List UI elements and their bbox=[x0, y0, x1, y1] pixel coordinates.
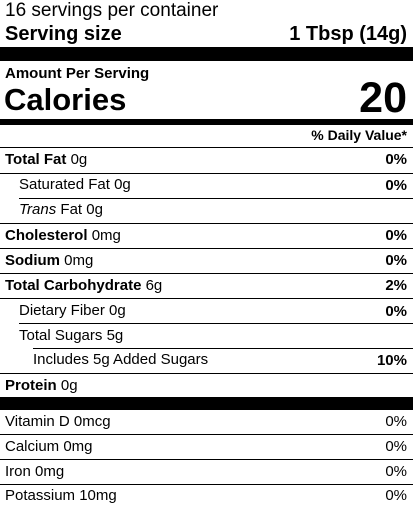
cholesterol-row: Cholesterol 0mg bbox=[5, 227, 121, 245]
calcium-label: Calcium 0mg bbox=[5, 438, 93, 455]
total-carbohydrate-label: Total Carbohydrate bbox=[5, 277, 142, 294]
added-sugars-dv: 10% bbox=[376, 352, 407, 369]
divider bbox=[0, 459, 413, 460]
vitamin-d-dv: 0% bbox=[385, 413, 407, 430]
divider bbox=[19, 198, 413, 199]
sodium-row: Sodium 0mg bbox=[5, 252, 93, 270]
vitamin-d-label: Vitamin D 0mcg bbox=[5, 413, 111, 430]
total-sugars-amount: 5g bbox=[106, 327, 124, 344]
serving-size-value: 1 Tbsp (14g) bbox=[289, 23, 407, 45]
cholesterol-label: Cholesterol bbox=[5, 227, 88, 244]
added-sugars-label: Includes 5g Added Sugars bbox=[33, 351, 209, 368]
divider bbox=[0, 298, 413, 299]
divider bbox=[0, 434, 413, 435]
dietary-fiber-row: Dietary Fiber 0g bbox=[19, 302, 126, 320]
divider bbox=[0, 273, 413, 274]
calories-label: Calories bbox=[4, 82, 127, 117]
divider bbox=[33, 348, 413, 349]
thick-divider bbox=[0, 397, 413, 410]
divider bbox=[0, 223, 413, 224]
trans-fat-row: Trans Fat 0g bbox=[19, 201, 103, 219]
sodium-label: Sodium bbox=[5, 252, 60, 269]
dietary-fiber-label: Dietary Fiber bbox=[19, 302, 105, 319]
trans-fat-italic-label: Trans bbox=[19, 201, 57, 218]
total-fat-dv: 0% bbox=[385, 151, 407, 168]
divider bbox=[0, 248, 413, 249]
cholesterol-dv: 0% bbox=[385, 227, 407, 244]
sodium-amount: 0mg bbox=[64, 252, 94, 269]
divider bbox=[0, 147, 413, 148]
saturated-fat-dv: 0% bbox=[385, 177, 407, 194]
trans-fat-amount: 0g bbox=[86, 201, 103, 218]
potassium-label: Potassium 10mg bbox=[5, 487, 117, 504]
daily-value-header: % Daily Value* bbox=[311, 127, 407, 143]
total-carbohydrate-dv: 2% bbox=[385, 277, 407, 294]
calcium-dv: 0% bbox=[385, 438, 407, 455]
protein-amount: 0g bbox=[60, 377, 78, 394]
divider bbox=[0, 173, 413, 174]
total-sugars-row: Total Sugars 5g bbox=[19, 327, 123, 345]
cholesterol-amount: 0mg bbox=[91, 227, 121, 244]
divider bbox=[19, 323, 413, 324]
iron-dv: 0% bbox=[385, 463, 407, 480]
medium-divider bbox=[0, 119, 413, 125]
saturated-fat-row: Saturated Fat 0g bbox=[19, 176, 131, 194]
serving-size-label: Serving size bbox=[5, 23, 122, 45]
total-fat-amount: 0g bbox=[70, 151, 88, 168]
divider bbox=[0, 373, 413, 374]
thick-divider bbox=[0, 47, 413, 61]
saturated-fat-amount: 0g bbox=[114, 176, 131, 193]
total-sugars-label: Total Sugars bbox=[19, 327, 103, 344]
servings-per-container: 16 servings per container bbox=[5, 0, 219, 21]
total-carbohydrate-row: Total Carbohydrate 6g bbox=[5, 277, 162, 295]
dietary-fiber-amount: 0g bbox=[109, 302, 126, 319]
total-fat-label: Total Fat bbox=[5, 151, 67, 168]
total-fat-row: Total Fat 0g bbox=[5, 151, 87, 169]
potassium-dv: 0% bbox=[385, 487, 407, 504]
calories-value: 20 bbox=[359, 74, 407, 122]
protein-row: Protein 0g bbox=[5, 377, 78, 395]
total-carbohydrate-amount: 6g bbox=[145, 277, 163, 294]
protein-label: Protein bbox=[5, 377, 57, 394]
iron-label: Iron 0mg bbox=[5, 463, 65, 480]
amount-per-serving: Amount Per Serving bbox=[5, 65, 150, 82]
trans-fat-label: Fat bbox=[60, 201, 83, 218]
saturated-fat-label: Saturated Fat bbox=[19, 176, 110, 193]
sodium-dv: 0% bbox=[385, 252, 407, 269]
dietary-fiber-dv: 0% bbox=[385, 303, 407, 320]
divider bbox=[0, 484, 413, 485]
